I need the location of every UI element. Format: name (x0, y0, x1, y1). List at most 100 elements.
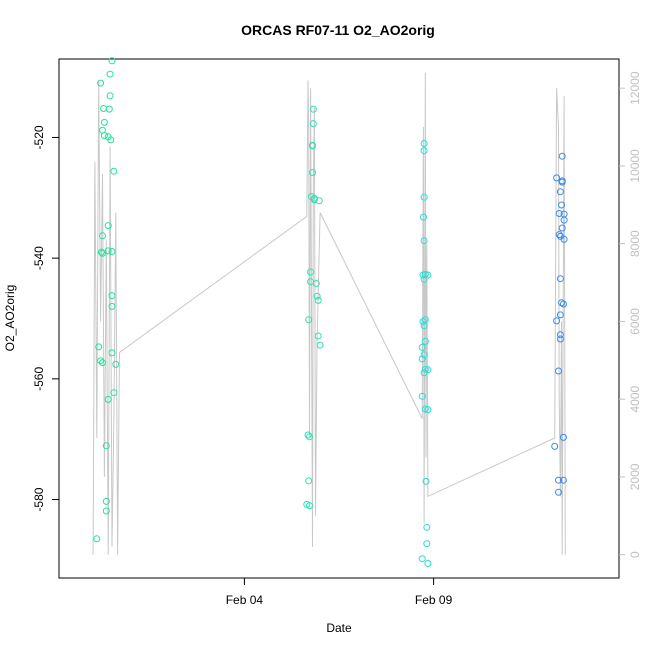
data-point (556, 335, 564, 343)
data-point (559, 300, 567, 308)
data-point (304, 431, 312, 439)
data-point (99, 232, 106, 240)
data-point (309, 105, 317, 113)
data-point (422, 477, 430, 485)
y-tick-label: -580 (32, 487, 46, 511)
data-point (558, 224, 566, 232)
right-y-tick-label: 4000 (628, 385, 642, 412)
plot-frame (58, 58, 620, 579)
data-point (555, 488, 562, 496)
data-point (110, 389, 118, 397)
chart-title: ORCAS RF07-11 O2_AO2orig (241, 22, 435, 38)
right-y-tick-label: 10000 (628, 149, 642, 183)
data-point (423, 523, 431, 531)
data-point (315, 197, 323, 205)
data-point (99, 359, 106, 367)
data-point (108, 349, 116, 357)
data-point (421, 270, 429, 278)
data-point (306, 433, 313, 441)
data-point (418, 344, 426, 351)
data-point (558, 152, 566, 160)
data-point (559, 476, 567, 484)
data-point (104, 395, 112, 403)
data-point (556, 311, 564, 319)
y-tick-label: -560 (32, 367, 46, 391)
y-tick-label: -540 (32, 246, 46, 270)
data-point (423, 540, 431, 548)
x-tick-label: Feb 04 (226, 593, 264, 607)
data-point (102, 507, 110, 515)
data-point (420, 140, 428, 147)
data-point (560, 235, 568, 243)
data-point (305, 316, 313, 324)
y-axis: -580 -560 -540 -520 (32, 125, 59, 512)
right-y-tick-label: 6000 (628, 308, 642, 335)
data-point (106, 92, 114, 100)
data-point (558, 178, 566, 186)
data-point (100, 105, 108, 112)
data-point (112, 360, 120, 368)
data-point (556, 331, 564, 339)
data-point (553, 317, 561, 325)
data-point (420, 193, 428, 201)
data-point (104, 247, 112, 255)
data-point (420, 147, 428, 155)
x-tick-label: Feb 09 (415, 593, 453, 607)
right-y-tick-label: 8000 (628, 230, 642, 257)
data-point (108, 292, 116, 300)
data-point (306, 502, 313, 510)
data-point (555, 210, 563, 217)
data-point (104, 222, 112, 230)
data-point (421, 405, 429, 413)
data-point (419, 318, 427, 325)
data-point (312, 280, 320, 287)
data-point (420, 275, 428, 283)
data-point (421, 337, 429, 345)
data-point (421, 316, 429, 324)
data-point (107, 136, 115, 144)
data-point (424, 366, 432, 374)
data-point (97, 357, 105, 365)
data-point (316, 341, 324, 349)
y-tick-label: -520 (32, 125, 46, 149)
x-axis-label: Date (326, 621, 352, 635)
data-point (100, 132, 108, 140)
data-point (421, 365, 429, 373)
data-point (99, 249, 106, 257)
points-layer (93, 57, 568, 567)
data-point (419, 213, 427, 221)
data-point (313, 292, 321, 300)
data-point (555, 476, 562, 484)
data-point (420, 351, 428, 359)
data-point (558, 299, 565, 307)
data-point (559, 433, 567, 441)
y-axis-label: O2_AO2orig (3, 285, 17, 352)
data-point (309, 120, 317, 128)
data-point (314, 296, 322, 304)
data-point (418, 355, 426, 363)
data-point (418, 392, 426, 400)
data-point (97, 79, 105, 87)
right-y-axis: 0 2000 4000 6000 8000 10000 12000 (619, 71, 642, 558)
data-point (100, 118, 108, 126)
right-y-tick-label: 2000 (628, 463, 642, 490)
data-point (97, 248, 105, 256)
data-point (110, 167, 118, 175)
data-point (102, 442, 110, 450)
data-point (106, 70, 114, 78)
data-point (420, 237, 428, 245)
right-y-tick-label: 12000 (628, 71, 642, 105)
data-point (555, 367, 562, 375)
data-point (558, 201, 565, 209)
data-point (424, 406, 432, 414)
data-point (314, 332, 322, 340)
data-point (105, 105, 113, 113)
data-point (102, 497, 110, 505)
data-point (553, 174, 561, 182)
data-point (424, 560, 432, 567)
data-point (307, 268, 315, 276)
data-point (108, 302, 116, 310)
data-point (305, 477, 313, 485)
data-point (551, 442, 559, 450)
